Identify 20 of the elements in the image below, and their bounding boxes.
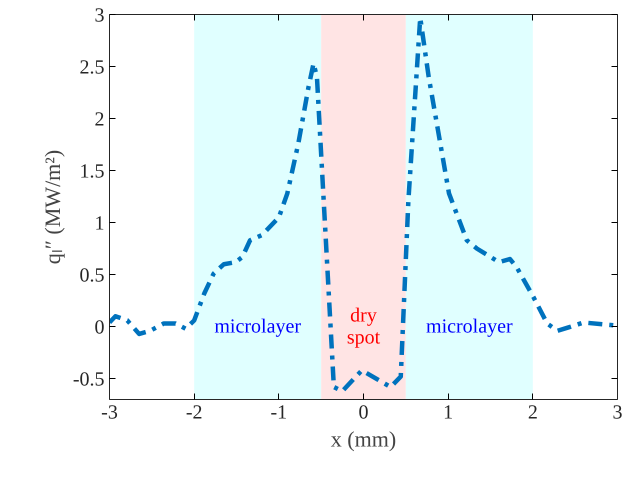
band-label: microlayer xyxy=(214,316,302,338)
x-tick-label: -1 xyxy=(270,402,288,424)
x-axis-title: x (mm) xyxy=(330,426,396,452)
y-tick-label: 3 xyxy=(94,4,104,26)
y-tick-label: 1 xyxy=(94,212,104,235)
y-tick-label: 0 xyxy=(94,316,104,339)
x-tick-label: 3 xyxy=(612,402,622,424)
x-tick-label: 2 xyxy=(528,402,538,424)
x-tick-label: -2 xyxy=(186,402,203,424)
y-tick-label: 0.5 xyxy=(80,264,104,287)
x-tick-label: 1 xyxy=(443,402,454,424)
y-tick-label: 1.5 xyxy=(80,160,104,183)
y-tick-label: 2 xyxy=(94,108,104,131)
band-label: dry spot xyxy=(346,304,381,349)
y-tick-label: 2.5 xyxy=(80,56,104,79)
y-tick-label: -0.5 xyxy=(72,368,105,391)
y-axis-title: qₗ″ (MW/m²) xyxy=(40,150,65,264)
band-label: microlayer xyxy=(426,316,513,338)
x-tick-label: -3 xyxy=(101,402,118,424)
x-tick-label: 0 xyxy=(358,402,368,424)
